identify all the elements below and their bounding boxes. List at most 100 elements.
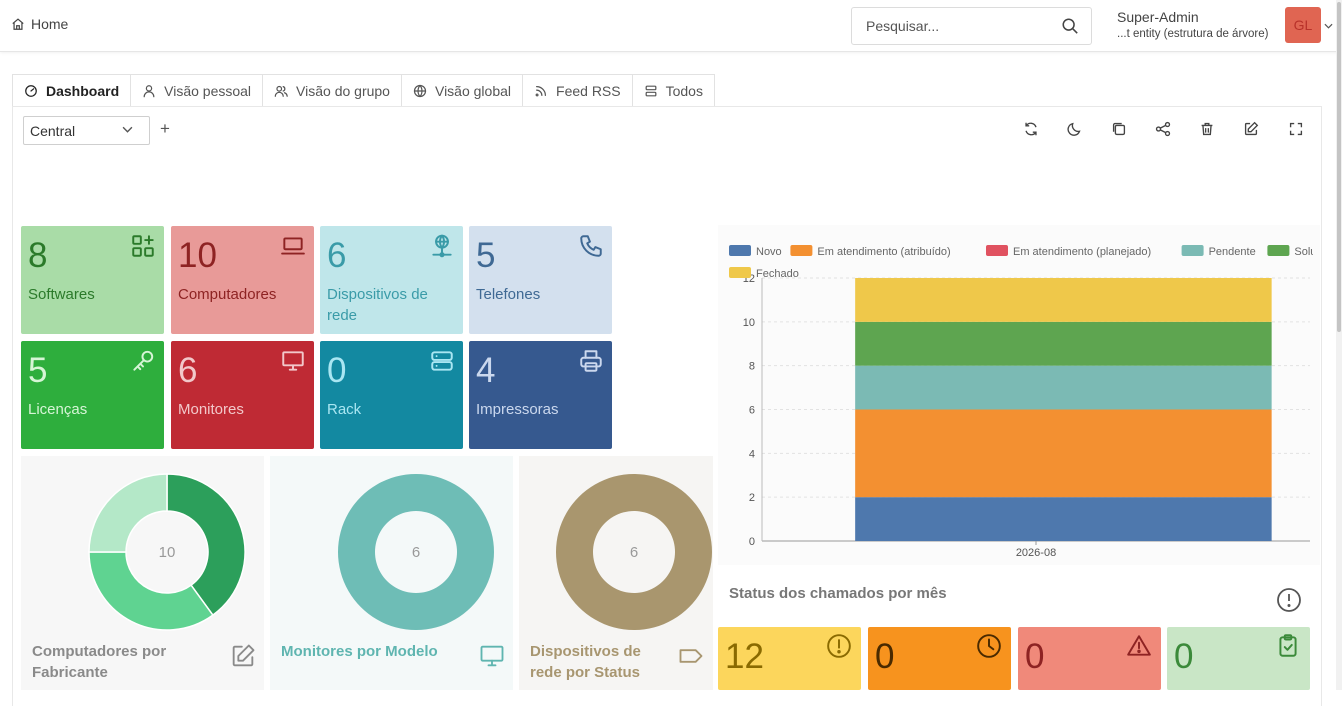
edit-icon[interactable] bbox=[1242, 120, 1260, 138]
printer-icon bbox=[580, 350, 602, 372]
tab-vis-o-do-grupo[interactable]: Visão do grupo bbox=[263, 74, 402, 107]
home-icon bbox=[12, 18, 24, 30]
donut-chart: 6 bbox=[337, 474, 494, 630]
card-licen-as[interactable]: 5 Licenças bbox=[21, 341, 164, 449]
add-dashboard-button[interactable]: + bbox=[160, 119, 170, 138]
top-bar: Home Super-Admin ...t entity (estrutura … bbox=[0, 0, 1342, 52]
monitor-icon bbox=[480, 645, 504, 667]
scrollbar-track[interactable] bbox=[1336, 0, 1342, 690]
legend-swatch[interactable] bbox=[729, 245, 751, 256]
server-icon bbox=[431, 351, 453, 371]
donut-slice[interactable] bbox=[88, 473, 168, 553]
info-icon[interactable] bbox=[1276, 587, 1302, 613]
search-box bbox=[851, 7, 1092, 45]
legend-swatch[interactable] bbox=[729, 267, 751, 278]
phone-icon bbox=[580, 235, 602, 257]
legend-label[interactable]: Novo bbox=[756, 246, 782, 258]
tab-label: Visão do grupo bbox=[296, 82, 390, 99]
dashboard-panel bbox=[12, 106, 1322, 706]
card-computadores[interactable]: 10 Computadores bbox=[171, 226, 314, 334]
ticket-stat-card[interactable]: 0 bbox=[1018, 627, 1161, 690]
card-label: Monitores bbox=[178, 401, 244, 418]
legend-swatch[interactable] bbox=[986, 245, 1008, 256]
legend-swatch[interactable] bbox=[790, 245, 813, 256]
card-label: Softwares bbox=[28, 286, 95, 303]
search-icon[interactable] bbox=[1061, 17, 1079, 35]
dashboard-tabs: Dashboard Visão pessoal Visão do grupo Visã… bbox=[12, 74, 715, 107]
legend-label[interactable]: Em atendimento (planejado) bbox=[1013, 246, 1151, 258]
chevron-down-icon bbox=[122, 126, 133, 133]
legend-label[interactable]: Pendente bbox=[1209, 246, 1256, 258]
user-icon bbox=[143, 84, 155, 97]
donut-total: 6 bbox=[412, 544, 420, 561]
card-value: 5 bbox=[28, 351, 48, 390]
user-entity: ...t entity (estrutura de árvore) bbox=[1117, 28, 1269, 40]
ticket-stat-card[interactable]: 0 bbox=[868, 627, 1011, 690]
trash-icon[interactable] bbox=[1198, 120, 1216, 138]
dashboard-icon bbox=[25, 84, 37, 97]
clock-icon bbox=[977, 634, 1001, 658]
card-dispositivos-de-rede[interactable]: 6 Dispositivos de rede bbox=[320, 226, 463, 334]
bar-em-atendimento-atribu-do- bbox=[855, 409, 1272, 498]
chart-title: Status dos chamados por mês bbox=[729, 585, 947, 602]
ticket-stat-card[interactable]: 12 bbox=[718, 627, 861, 690]
globe-icon bbox=[413, 84, 427, 97]
edit-icon bbox=[232, 644, 255, 667]
card-impressoras[interactable]: 4 Impressoras bbox=[469, 341, 612, 449]
donut-card[interactable]: 6 Monitores por Modelo bbox=[270, 456, 513, 690]
avatar[interactable]: GL bbox=[1285, 7, 1321, 43]
users-icon bbox=[274, 85, 288, 97]
y-tick-label: 10 bbox=[743, 317, 755, 329]
donut-card[interactable]: 10 Computadores por Fabricante bbox=[21, 456, 264, 690]
tab-label: Feed RSS bbox=[556, 82, 621, 99]
search-input[interactable] bbox=[852, 8, 1052, 44]
stat-value: 0 bbox=[875, 637, 895, 676]
donut-slice[interactable] bbox=[337, 474, 494, 630]
refresh-icon[interactable] bbox=[1022, 120, 1040, 138]
donut-title: Monitores por Modelo bbox=[281, 643, 438, 660]
dashboard-select[interactable]: Central bbox=[23, 116, 150, 145]
legend-swatch[interactable] bbox=[1267, 245, 1290, 256]
card-monitores[interactable]: 6 Monitores bbox=[171, 341, 314, 449]
tab-feed-rss[interactable]: Feed RSS bbox=[523, 74, 633, 107]
fullscreen-icon[interactable] bbox=[1287, 120, 1305, 138]
card-softwares[interactable]: 8 Softwares bbox=[21, 226, 164, 334]
tab-todos[interactable]: Todos bbox=[632, 74, 715, 107]
donut-total: 10 bbox=[159, 544, 176, 561]
tab-vis-o-pessoal[interactable]: Visão pessoal bbox=[131, 74, 264, 107]
dashboard-select-value: Central bbox=[30, 123, 76, 139]
card-rack[interactable]: 0 Rack bbox=[320, 341, 463, 449]
monitor-icon bbox=[282, 351, 304, 371]
ticket-stat-card[interactable]: 0 bbox=[1167, 627, 1310, 690]
tab-dashboard[interactable]: Dashboard bbox=[12, 74, 132, 107]
donut-card[interactable]: 6 Dispositivos de rede por Status bbox=[519, 456, 713, 690]
card-value: 4 bbox=[476, 351, 496, 390]
list-icon bbox=[645, 85, 657, 96]
clipboard-check-icon bbox=[1279, 634, 1297, 657]
legend-label[interactable]: Solucionado bbox=[1294, 246, 1320, 258]
moon-icon[interactable] bbox=[1066, 120, 1084, 138]
tab-vis-o-global[interactable]: Visão global bbox=[401, 74, 524, 107]
scrollbar-thumb[interactable] bbox=[1337, 2, 1341, 332]
card-value: 10 bbox=[178, 236, 217, 275]
y-tick-label: 6 bbox=[749, 405, 755, 417]
bar-novo bbox=[855, 497, 1272, 541]
chevron-down-icon[interactable] bbox=[1324, 23, 1333, 29]
user-name: Super-Admin bbox=[1117, 9, 1199, 25]
copy-icon[interactable] bbox=[1110, 120, 1128, 138]
home-link[interactable]: Home bbox=[11, 16, 68, 32]
bar-fechado bbox=[855, 278, 1272, 322]
tag-icon bbox=[679, 649, 703, 663]
donut-slice[interactable] bbox=[88, 551, 214, 631]
legend-swatch[interactable] bbox=[1181, 245, 1204, 256]
card-value: 5 bbox=[476, 236, 496, 275]
donut-slice[interactable] bbox=[555, 474, 712, 630]
card-telefones[interactable]: 5 Telefones bbox=[469, 226, 612, 334]
legend-label[interactable]: Fechado bbox=[756, 268, 799, 280]
legend-label[interactable]: Em atendimento (atribuído) bbox=[817, 246, 950, 258]
donut-slice[interactable] bbox=[166, 473, 246, 617]
stat-value: 12 bbox=[725, 637, 764, 676]
user-info[interactable]: Super-Admin ...t entity (estrutura de ár… bbox=[1117, 9, 1268, 40]
share-icon[interactable] bbox=[1154, 120, 1172, 138]
